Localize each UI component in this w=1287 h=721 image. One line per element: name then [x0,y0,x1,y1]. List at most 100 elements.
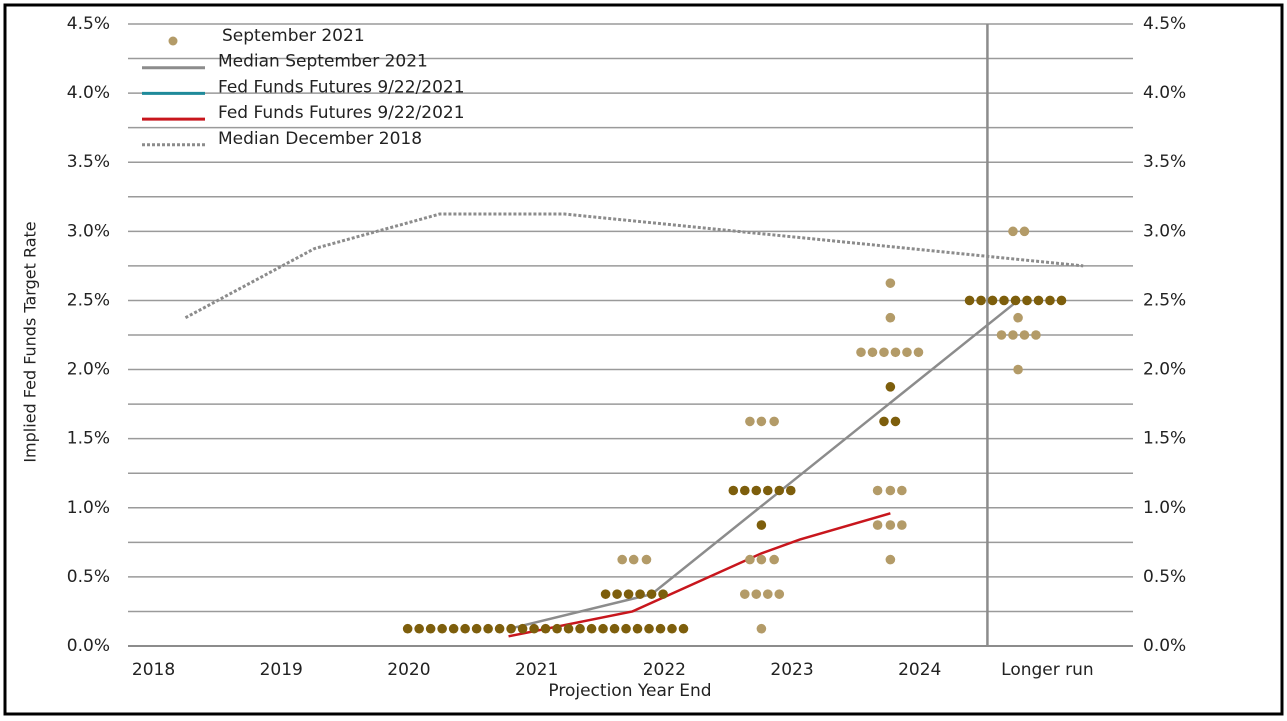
y2-tick-label: 3.5% [1143,152,1186,172]
dot [667,623,677,634]
dot [1022,295,1032,306]
dot [872,485,883,496]
dot [751,589,762,599]
y2-tick-label: 0.0% [1143,636,1186,656]
dot [600,589,611,599]
y2-tick-label: 2.0% [1143,360,1186,380]
dot [1033,295,1044,306]
legend-dot [168,36,178,46]
dot [658,589,668,599]
y2-tick-label: 1.5% [1143,429,1186,449]
dot [1056,295,1067,306]
dot [646,589,657,599]
y-tick-label: 3.5% [67,152,110,172]
dot [756,554,767,565]
dot [483,623,493,634]
y-tick-label: 3.0% [67,221,110,241]
dot [448,623,459,634]
y2-tick-label: 2.5% [1143,290,1186,310]
y2-tick-label: 3.0% [1143,221,1186,241]
dot [867,347,878,358]
legend-label: Median September 2021 [218,52,428,72]
y-tick-label: 1.0% [67,498,110,518]
dot [609,623,620,634]
dot [999,295,1009,306]
dot [728,485,739,496]
dot [1010,295,1021,306]
dot [996,330,1007,340]
dot [885,485,896,496]
dot [529,623,539,634]
dot [756,416,767,427]
dot [598,623,608,634]
dot [678,623,689,634]
dot [756,520,767,530]
x-tick-label: 2019 [260,660,303,680]
dot [402,623,413,634]
x-axis-title: Projection Year End [548,681,711,701]
dot [751,485,762,496]
x-tick-label: 2021 [515,660,558,680]
series-line [184,212,1084,320]
dot [621,623,631,634]
dot [641,554,652,565]
dot [987,295,998,306]
y2-tick-label: 4.0% [1143,83,1186,103]
dot [762,485,773,496]
y2-tick-label: 0.5% [1143,567,1186,587]
dot [644,623,654,634]
dot [414,623,424,634]
dot [552,623,562,634]
dot [623,589,634,599]
dot [1008,226,1018,237]
dot [632,623,643,634]
y2-tick-label: 1.0% [1143,498,1186,518]
dot [517,623,528,634]
x-tick-label: 2023 [770,660,813,680]
dot [902,347,912,358]
series-line [508,512,891,638]
dot [540,623,551,634]
dot [460,623,470,634]
dot [890,347,901,358]
y2-tick-label: 4.5% [1143,14,1186,34]
dot [745,554,755,565]
dot [425,623,436,634]
dot [655,623,666,634]
dot [563,623,574,634]
dot [879,416,889,427]
dot [762,589,773,599]
dot [437,623,447,634]
frame [3,3,1284,716]
dot [897,485,907,496]
dot [879,347,889,358]
dot [769,416,779,427]
y-tick-label: 4.0% [67,83,110,103]
y-tick-label: 1.5% [67,429,110,449]
dot [885,382,896,392]
dot [774,589,785,599]
dot [890,416,901,427]
dot [575,623,585,634]
dot [897,520,907,530]
dot [964,295,975,306]
y-tick-label: 0.0% [67,636,110,656]
dot [1013,364,1023,375]
dot [856,347,866,358]
dot [756,623,767,634]
x-tick-label: 2024 [898,660,941,680]
y-tick-label: 2.5% [67,290,110,310]
dot [1031,330,1041,340]
x-tick-label: 2018 [132,660,175,680]
dot [885,312,896,323]
dot [1045,295,1055,306]
dot [739,589,750,599]
dot [739,485,750,496]
dot [745,416,755,427]
dot [785,485,796,496]
x-tick-label: 2020 [387,660,430,680]
series-line [509,299,1019,630]
dot [506,623,516,634]
x-tick-label: 2022 [643,660,686,680]
